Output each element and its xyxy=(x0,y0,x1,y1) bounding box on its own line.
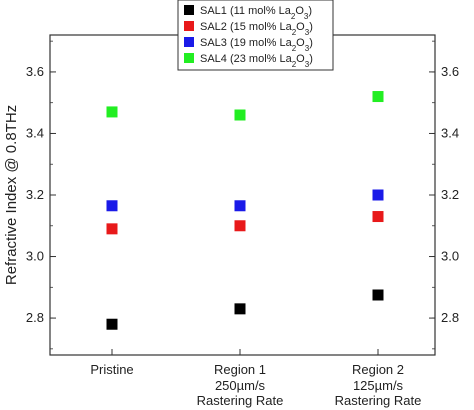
y-tick-label-right: 3.0 xyxy=(441,249,459,264)
y-tick-label-right: 3.2 xyxy=(441,187,459,202)
y-tick-label-left: 3.4 xyxy=(26,125,44,140)
y-axis-title: Refractive Index @ 0.8THz xyxy=(3,105,20,285)
data-point-sal1 xyxy=(106,318,118,330)
data-point-sal2 xyxy=(234,220,246,232)
data-points xyxy=(106,91,384,330)
legend-swatch xyxy=(184,53,194,63)
data-point-sal4 xyxy=(372,91,384,103)
y-tick-label-left: 2.8 xyxy=(26,310,44,325)
legend-swatch xyxy=(184,37,194,47)
x-category-label: Region 1 xyxy=(214,362,266,377)
y-tick-label-right: 3.4 xyxy=(441,125,459,140)
data-point-sal2 xyxy=(372,211,384,223)
y-tick-label-left: 3.6 xyxy=(26,64,44,79)
legend: SAL1 (11 mol% La2O3)SAL2 (15 mol% La2O3)… xyxy=(177,0,334,71)
legend-swatch xyxy=(184,5,194,15)
data-point-sal3 xyxy=(106,200,118,212)
x-category-rate: 250µm/s xyxy=(215,378,266,393)
x-category-rate-label: Rastering Rate xyxy=(335,393,422,408)
data-point-sal4 xyxy=(106,106,118,118)
ticks: 2.8 2.8 3.0 3.0 3.2 3.2 3.4 3.4 3.6 3.6 xyxy=(26,40,459,350)
data-point-sal3 xyxy=(234,200,246,212)
legend-label: SAL4 (23 mol% La2O3) xyxy=(200,53,313,69)
y-tick-label-right: 2.8 xyxy=(441,310,459,325)
data-point-sal4 xyxy=(234,109,246,121)
legend-label: SAL2 (15 mol% La2O3) xyxy=(200,21,313,37)
x-category-rate-label: Rastering Rate xyxy=(197,393,284,408)
data-point-sal1 xyxy=(234,303,246,315)
legend-box xyxy=(177,0,334,71)
data-point-sal2 xyxy=(106,223,118,235)
legend-label: SAL1 (11 mol% La2O3) xyxy=(200,5,312,21)
y-tick-label-right: 3.6 xyxy=(441,64,459,79)
y-tick-label-left: 3.0 xyxy=(26,249,44,264)
data-point-sal3 xyxy=(372,189,384,201)
x-category-label: Pristine xyxy=(90,362,133,377)
x-category-rate: 125µm/s xyxy=(353,378,404,393)
y-tick-label-left: 3.2 xyxy=(26,187,44,202)
data-point-sal1 xyxy=(372,289,384,301)
legend-swatch xyxy=(184,21,194,31)
legend-label: SAL3 (19 mol% La2O3) xyxy=(200,37,313,53)
x-category-label: Region 2 xyxy=(352,362,404,377)
